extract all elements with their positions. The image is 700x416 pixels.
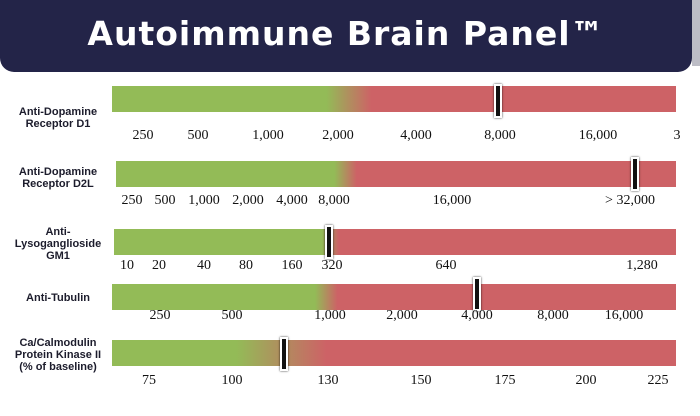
page-title: Autoimmune Brain Panel™ xyxy=(87,14,605,53)
range-bar-dopamine-d1 xyxy=(112,86,676,112)
tick-label: 500 xyxy=(187,128,209,143)
range-bar-tubulin xyxy=(112,284,676,310)
tick-label: 225 xyxy=(647,373,669,388)
test-label-dopamine-d1: Anti-Dopamine Receptor D1 xyxy=(18,106,98,130)
result-marker-dopamine-d1 xyxy=(494,84,502,118)
tick-label: 8,000 xyxy=(537,308,569,323)
tick-label: 80 xyxy=(239,258,253,273)
tick-label: 8,000 xyxy=(484,128,516,143)
test-label-tubulin: Anti-Tubulin xyxy=(26,292,90,304)
tick-label: 320 xyxy=(321,258,343,273)
tick-label: 130 xyxy=(317,373,339,388)
tick-label: 4,000 xyxy=(461,308,493,323)
tick-label: 2,000 xyxy=(386,308,418,323)
tick-label: 500 xyxy=(221,308,243,323)
tick-label: 2,000 xyxy=(322,128,354,143)
title-banner-shadow xyxy=(692,0,700,66)
tick-label: 4,000 xyxy=(400,128,432,143)
tick-label: 16,000 xyxy=(578,128,618,143)
range-bar-dopamine-d2l xyxy=(116,161,676,187)
result-marker-lysoganglioside xyxy=(325,225,333,259)
result-marker-tubulin xyxy=(473,277,481,311)
test-label-dopamine-d2l: Anti-Dopamine Receptor D2L xyxy=(18,166,98,190)
tick-label: 20 xyxy=(152,258,166,273)
result-marker-dopamine-d2l xyxy=(631,157,639,191)
tick-label: > 32,000 xyxy=(605,193,655,208)
tick-label: 40 xyxy=(197,258,211,273)
tick-label: 10 xyxy=(120,258,134,273)
tick-label: 160 xyxy=(281,258,303,273)
test-label-lysoganglioside: Anti-Lysoganglioside GM1 xyxy=(14,226,102,262)
tick-label: 1,000 xyxy=(188,193,220,208)
tick-label: 3 xyxy=(673,128,681,143)
tick-label: 16,000 xyxy=(432,193,472,208)
range-bar-lysoganglioside xyxy=(114,229,676,255)
tick-label: 8,000 xyxy=(318,193,350,208)
tick-label: 4,000 xyxy=(276,193,308,208)
range-bar-camkii xyxy=(112,340,676,366)
tick-label: 1,280 xyxy=(626,258,658,273)
tick-label: 100 xyxy=(221,373,243,388)
tick-label: 75 xyxy=(142,373,156,388)
result-marker-camkii xyxy=(280,337,288,371)
tick-label: 16,000 xyxy=(604,308,644,323)
tick-label: 640 xyxy=(435,258,457,273)
tick-label: 250 xyxy=(121,193,143,208)
tick-label: 1,000 xyxy=(252,128,284,143)
tick-label: 500 xyxy=(154,193,176,208)
tick-label: 150 xyxy=(410,373,432,388)
tick-label: 250 xyxy=(132,128,154,143)
tick-label: 175 xyxy=(494,373,516,388)
title-banner: Autoimmune Brain Panel™ xyxy=(0,0,700,72)
tick-label: 200 xyxy=(575,373,597,388)
test-label-camkii: Ca/Calmodulin Protein Kinase II (% of ba… xyxy=(14,337,102,373)
tick-label: 250 xyxy=(149,308,171,323)
tick-label: 2,000 xyxy=(232,193,264,208)
tick-label: 1,000 xyxy=(314,308,346,323)
